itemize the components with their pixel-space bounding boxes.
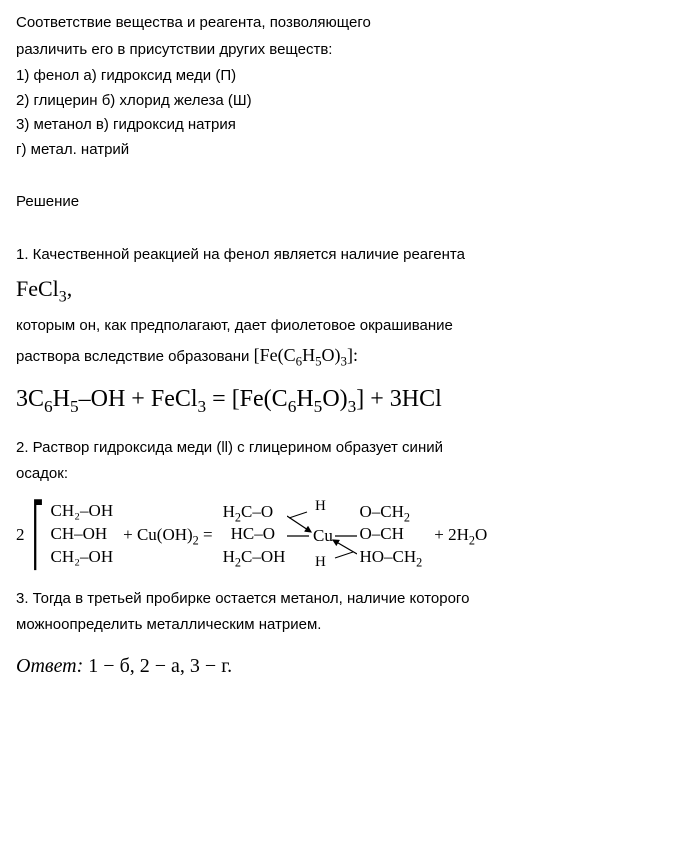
eq1-e: –OH + FeCl [79,386,198,412]
pl-r1: H2C–O [223,501,286,523]
plus-water: + 2H2O [428,522,487,548]
para-2-line2: осадок: [16,463,682,486]
cu-center-block: H Cu H [287,500,357,570]
solution-heading: Решение [16,191,682,214]
gly-r1: CH₂–OH [51,500,114,523]
h-bot: H [315,554,326,570]
eq1-d: 5 [70,396,79,415]
cu-label: Cu [313,526,333,545]
intro-line-2: различить его в присутствии других вещес… [16,39,682,62]
answer-line: Ответ: 1 − б, 2 − а, 3 − г. [16,651,682,681]
plus-cuoh2: + Cu(OH)2 = [119,522,217,548]
eq1-a: 3C [16,386,44,412]
para-1a: 1. Качественной реакцией на фенол являет… [16,244,682,267]
option-2: 2) глицерин б) хлорид железа (Ш) [16,90,682,113]
structure-equation: 2 ⎡ CH₂–OH CH–OH CH₂–OH + Cu(OH)2 = H2C–… [16,500,682,570]
pr-r1a: O–CH [359,502,403,521]
pl-r3a: H [223,547,235,566]
water-a: + 2H [434,525,469,544]
glycerol-left: CH₂–OH CH–OH CH₂–OH [51,500,114,569]
pr-r1: O–CH2 [359,501,422,523]
pl-r1a: H [223,502,235,521]
eq1-i: H [296,386,313,412]
fecl3-sub: 3 [59,288,67,305]
cx-a: [Fe(C [254,345,296,365]
option-1: 1) фенол а) гидроксид меди (П) [16,65,682,88]
eq1-b: 6 [44,396,53,415]
eq1-g: = [Fe(C [206,386,288,412]
answer-values: 1 − б, 2 − а, 3 − г. [88,655,232,677]
cx-c: H [302,345,315,365]
product-structure: H2C–O HC–O H2C–OH H Cu H [223,500,423,570]
fecl3-comma: , [67,276,73,301]
pr-r2: O–CH [359,523,422,545]
fecl3-text: FeCl [16,276,59,301]
pl-r2a: HC–O [231,524,275,543]
para-3-line2: можноопределить металлическим натрием. [16,614,682,637]
eq-sign: = [199,525,213,544]
eq1-l: 3 [348,396,357,415]
cu-bond-svg: H Cu H [287,500,357,570]
pr-r3b: 2 [416,555,422,569]
eq1-k: O) [322,386,347,412]
pl-r3: H2C–OH [223,546,286,568]
pl-r2: HC–O [223,523,286,545]
eq1-c: H [53,386,70,412]
pr-r3: HO–CH2 [359,546,422,568]
para-3-line1: 3. Тогда в третьей пробирке остается мет… [16,588,682,611]
left-bracket-open: ⎡ [32,505,44,565]
water-c: O [475,525,487,544]
pl-r1c: C–O [241,502,273,521]
para-1b-prefix: раствора вследствие образовани [16,348,254,365]
eq1-m: ] + 3HCl [356,386,442,412]
coef-2: 2 [16,522,25,548]
intro-line-1: Соответствие вещества и реагента, позвол… [16,12,682,35]
formula-fecl3: FeCl3, [16,272,682,305]
cuoh2-a: + Cu(OH) [123,525,193,544]
para-1b-line2: раствора вследствие образовани [Fe(C6H5O… [16,342,682,369]
pl-r3c: C–OH [241,547,285,566]
product-left-col: H2C–O HC–O H2C–OH [223,501,286,567]
complex-inline: [Fe(C6H5O)3]: [254,345,358,365]
cx-g: ]: [347,345,358,365]
pr-r2a: O–CH [359,524,403,543]
option-3: 3) метанол в) гидроксид натрия [16,114,682,137]
para-2-line1: 2. Раствор гидроксида меди (ll) с глицер… [16,437,682,460]
gly-r2: CH–OH [51,523,114,546]
para-1b-line1: которым он, как предполагают, дает фиоле… [16,315,682,338]
gly-r3: CH₂–OH [51,546,114,569]
cx-e: O) [322,345,341,365]
option-4: г) метал. натрий [16,139,682,162]
h-top: H [315,500,326,514]
answer-label: Ответ: [16,655,83,677]
product-right-col: O–CH2 O–CH HO–CH2 [359,501,422,567]
equation-1: 3C6H5–OH + FeCl3 = [Fe(C6H5O)3] + 3HCl [16,381,682,417]
eq1-f: 3 [198,396,207,415]
pr-r3a: HO–CH [359,547,416,566]
